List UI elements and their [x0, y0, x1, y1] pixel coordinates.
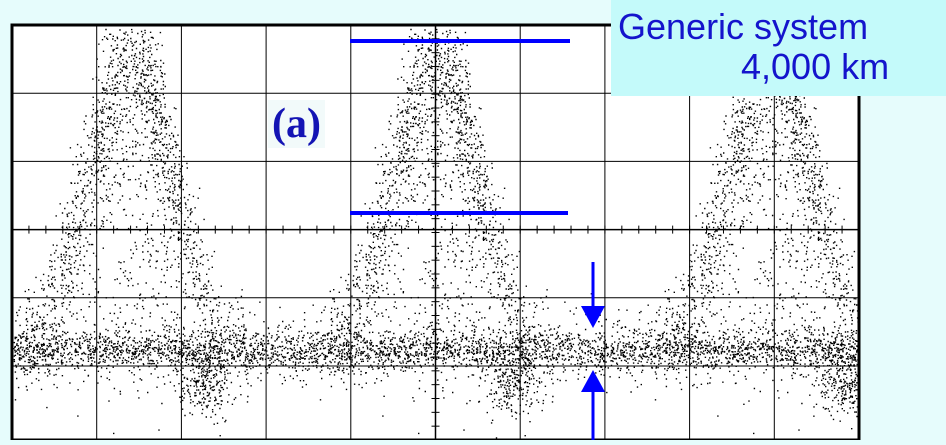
title-line-system: Generic system — [618, 6, 869, 47]
down-arrow-head — [581, 306, 605, 328]
panel-label: (a) — [268, 100, 325, 148]
level-markers — [350, 39, 605, 440]
title-line-distance: 4,000 km — [741, 46, 890, 87]
up-arrow-head — [581, 370, 605, 392]
title-box: Generic system 4,000 km — [611, 0, 946, 96]
